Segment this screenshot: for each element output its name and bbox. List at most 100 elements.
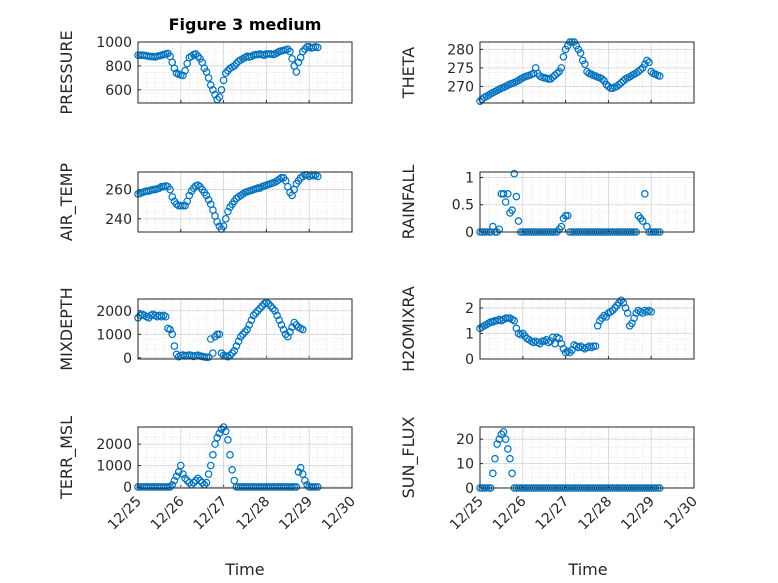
axes-box (479, 426, 695, 489)
data-point (559, 52, 568, 61)
data-point (506, 454, 514, 463)
data-point (313, 172, 322, 181)
series-air_temp (134, 171, 322, 233)
data-point (198, 478, 207, 487)
data-point (292, 483, 301, 491)
y-tick-label: 270 (447, 79, 474, 95)
data-point (557, 222, 566, 231)
figure-title: Figure 3 medium (169, 15, 322, 34)
axes-box (479, 41, 695, 104)
data-point (266, 302, 275, 310)
y-tick-label: 275 (447, 61, 474, 77)
data-point (553, 69, 561, 78)
y-tick-label: 1000 (96, 459, 132, 475)
data-point (613, 82, 621, 91)
data-point (194, 474, 202, 483)
data-point (166, 325, 174, 334)
y-tick-label: 0 (465, 225, 474, 241)
series-theta (476, 38, 664, 105)
data-point (232, 342, 241, 350)
panel-theta: 270 275 280 THETA (399, 38, 695, 105)
data-point (191, 50, 200, 58)
data-point (224, 436, 232, 444)
data-point (296, 463, 305, 472)
data-point (489, 469, 497, 478)
data-point (164, 483, 172, 491)
data-point (209, 86, 217, 94)
data-point (213, 217, 221, 226)
data-point (185, 191, 194, 200)
data-point (206, 81, 215, 89)
x-tick-label: 12/30 (319, 494, 359, 534)
data-point (309, 483, 318, 491)
data-point (179, 71, 187, 80)
x-tick-label: 12/25 (105, 494, 145, 534)
panel-mixdepth: 0 1000 2000 MIXDEPTH (57, 287, 353, 371)
data-point (491, 454, 499, 463)
data-point (228, 349, 236, 357)
x-axis-label-right: Time (567, 560, 607, 579)
data-point (204, 74, 213, 82)
data-point (194, 52, 202, 61)
data-point (574, 45, 583, 54)
y-tick-label: 10 (456, 457, 474, 473)
data-point (512, 192, 521, 201)
x-tick-label: 12/26 (490, 493, 530, 533)
data-point (243, 325, 251, 334)
data-point (251, 309, 260, 317)
data-point (598, 75, 606, 83)
data-point (219, 222, 228, 230)
data-point (162, 312, 170, 321)
data-point (189, 478, 198, 487)
axes-box (479, 171, 695, 233)
plot-area (138, 427, 352, 488)
series-h2omixra (476, 296, 656, 357)
data-point (211, 90, 219, 99)
data-point (508, 206, 516, 214)
data-point (636, 65, 645, 74)
data-point (215, 93, 224, 101)
data-point (499, 428, 508, 436)
data-point (179, 470, 187, 478)
data-point (510, 169, 519, 178)
data-point (271, 306, 279, 315)
data-point (286, 328, 294, 336)
axes-box (137, 171, 353, 233)
x-tick-label: 12/30 (661, 494, 701, 534)
data-point (273, 311, 281, 320)
y-axis-label: MIXDEPTH (57, 287, 76, 370)
data-point (254, 306, 262, 315)
data-point (602, 313, 611, 321)
data-point (226, 451, 234, 459)
data-point (645, 58, 653, 67)
data-point (217, 425, 226, 433)
y-axis-label: AIR_TEMP (57, 163, 77, 241)
data-point (643, 56, 651, 65)
x-tick-label: 12/28 (575, 494, 615, 534)
data-point (166, 483, 174, 491)
data-point (286, 47, 294, 56)
data-point (211, 332, 219, 341)
x-tick-label: 12/26 (148, 493, 188, 533)
series-terr_msl (134, 423, 322, 491)
data-point (589, 342, 598, 351)
panel-air_temp: 240 260 AIR_TEMP (57, 163, 353, 241)
plot-area (480, 172, 694, 232)
y-tick-label: 1 (465, 170, 474, 186)
data-point (313, 43, 322, 52)
y-tick-label: 260 (105, 183, 132, 199)
y-tick-label: 0 (465, 352, 474, 368)
data-point (508, 469, 516, 478)
x-tick-label: 12/29 (618, 494, 658, 534)
data-point (204, 196, 213, 204)
data-point (185, 478, 194, 487)
data-point (168, 330, 177, 339)
data-point (236, 332, 245, 341)
y-tick-label: 800 (105, 59, 132, 75)
y-axis-label: THETA (399, 47, 418, 99)
data-point (288, 54, 296, 63)
data-point (638, 217, 647, 225)
data-point (510, 316, 519, 325)
x-axis-label-left: Time (224, 560, 264, 579)
